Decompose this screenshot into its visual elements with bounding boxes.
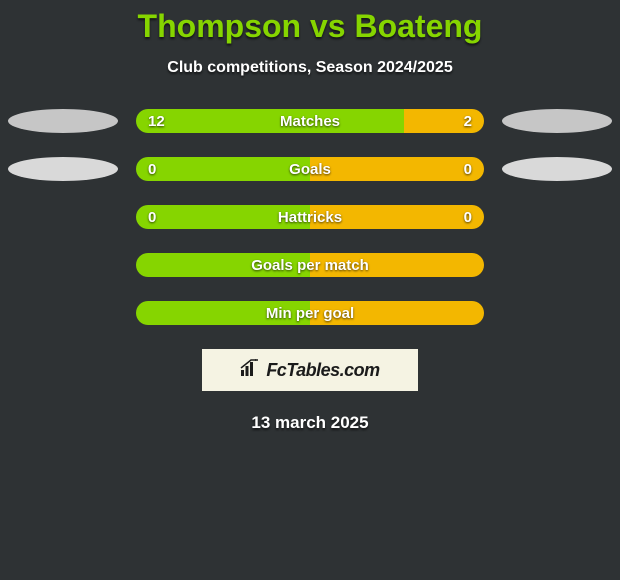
stat-row: 0 Hattricks 0 bbox=[0, 205, 620, 229]
stat-left-value: 0 bbox=[148, 209, 156, 226]
stat-row: Goals per match bbox=[0, 253, 620, 277]
stat-right-value: 0 bbox=[464, 209, 472, 226]
stat-row: 12 Matches 2 bbox=[0, 109, 620, 133]
stat-right-value: 2 bbox=[464, 113, 472, 130]
stat-left-value: 12 bbox=[148, 113, 165, 130]
stat-bar: Goals per match bbox=[136, 253, 484, 277]
stat-bar: 12 Matches 2 bbox=[136, 109, 484, 133]
stat-label: Min per goal bbox=[266, 305, 354, 322]
stat-label: Goals bbox=[289, 161, 331, 178]
bar-right-fill bbox=[310, 157, 484, 181]
date-label: 13 march 2025 bbox=[0, 413, 620, 433]
stat-label: Goals per match bbox=[251, 257, 369, 274]
bar-chart-icon bbox=[240, 359, 260, 382]
stat-left-value: 0 bbox=[148, 161, 156, 178]
page-title: Thompson vs Boateng bbox=[0, 0, 620, 45]
stat-bar: Min per goal bbox=[136, 301, 484, 325]
stat-bar: 0 Hattricks 0 bbox=[136, 205, 484, 229]
comparison-infographic: Thompson vs Boateng Club competitions, S… bbox=[0, 0, 620, 580]
subtitle: Club competitions, Season 2024/2025 bbox=[0, 59, 620, 77]
stat-row: 0 Goals 0 bbox=[0, 157, 620, 181]
logo-box: FcTables.com bbox=[202, 349, 418, 391]
right-ellipse bbox=[502, 157, 612, 181]
left-ellipse bbox=[8, 157, 118, 181]
stat-label: Hattricks bbox=[278, 209, 342, 226]
stat-label: Matches bbox=[280, 113, 340, 130]
bar-left-fill bbox=[136, 109, 404, 133]
stat-row: Min per goal bbox=[0, 301, 620, 325]
stat-rows: 12 Matches 2 0 Goals 0 0 Hattricks 0 Goals per ma… bbox=[0, 109, 620, 325]
stat-right-value: 0 bbox=[464, 161, 472, 178]
bar-left-fill bbox=[136, 157, 310, 181]
stat-bar: 0 Goals 0 bbox=[136, 157, 484, 181]
left-ellipse bbox=[8, 109, 118, 133]
logo-text: FcTables.com bbox=[266, 360, 379, 381]
right-ellipse bbox=[502, 109, 612, 133]
